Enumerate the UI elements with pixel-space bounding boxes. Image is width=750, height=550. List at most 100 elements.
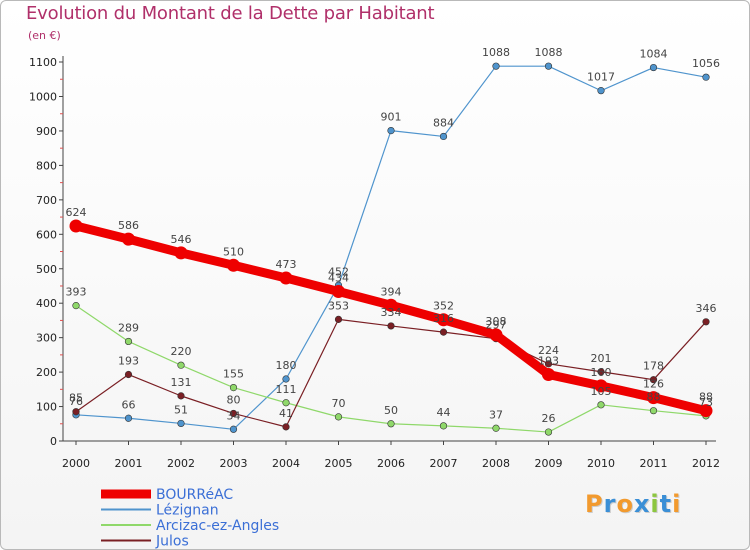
data-point bbox=[229, 425, 238, 433]
data-label: 452 bbox=[328, 265, 349, 278]
data-point bbox=[334, 413, 343, 421]
data-point bbox=[544, 360, 553, 368]
data-point bbox=[384, 298, 398, 312]
data-label: 131 bbox=[171, 376, 192, 389]
data-label: 70 bbox=[332, 397, 346, 410]
legend-label: Arcizac-ez-Angles bbox=[156, 518, 279, 534]
data-point bbox=[597, 401, 605, 409]
data-point bbox=[69, 219, 83, 233]
x-tick-label: 2007 bbox=[430, 457, 458, 470]
data-label: 289 bbox=[118, 321, 139, 334]
legend-label: BOURRéAC bbox=[156, 487, 233, 503]
logo-letter: i bbox=[650, 490, 660, 518]
data-label: 1088 bbox=[482, 46, 510, 59]
data-point bbox=[124, 370, 133, 379]
data-point bbox=[229, 409, 238, 418]
logo-letter: x bbox=[633, 490, 651, 518]
data-point bbox=[439, 132, 448, 141]
data-label: 353 bbox=[328, 299, 349, 312]
data-label: 51 bbox=[174, 403, 188, 416]
data-point bbox=[492, 62, 500, 70]
data-point bbox=[439, 328, 448, 336]
data-point bbox=[699, 404, 713, 418]
data-label: 624 bbox=[66, 206, 87, 219]
data-point bbox=[439, 422, 448, 430]
data-label: 155 bbox=[223, 368, 244, 381]
data-label: 34 bbox=[227, 409, 241, 422]
data-point bbox=[282, 423, 290, 431]
data-point bbox=[177, 361, 185, 369]
data-point bbox=[597, 368, 605, 376]
data-label: 193 bbox=[118, 355, 139, 368]
x-tick-label: 2010 bbox=[587, 457, 615, 470]
x-tick-label: 2008 bbox=[482, 457, 510, 470]
data-point bbox=[492, 424, 500, 432]
data-point bbox=[387, 322, 395, 330]
data-label: 510 bbox=[223, 245, 244, 258]
data-label: 41 bbox=[279, 407, 293, 420]
data-point bbox=[282, 375, 290, 383]
data-point bbox=[174, 246, 188, 260]
proxiti-logo: Proxiti bbox=[585, 490, 681, 518]
data-point bbox=[594, 379, 608, 393]
y-tick-label: 300 bbox=[36, 332, 57, 345]
y-tick-label: 600 bbox=[36, 228, 57, 241]
data-label: 76 bbox=[69, 395, 83, 408]
y-tick-label: 1100 bbox=[29, 56, 57, 69]
logo-letter: r bbox=[603, 490, 617, 518]
y-tick-label: 100 bbox=[36, 401, 57, 414]
data-label: 901 bbox=[381, 111, 402, 124]
x-tick-label: 2011 bbox=[640, 457, 668, 470]
data-point bbox=[489, 328, 503, 342]
data-label: 346 bbox=[696, 302, 717, 315]
legend-label: Julos bbox=[155, 534, 189, 550]
data-label: 393 bbox=[66, 286, 87, 299]
logo-letter: t bbox=[659, 490, 673, 518]
data-label: 546 bbox=[171, 233, 192, 246]
data-label: 26 bbox=[542, 412, 556, 425]
data-label: 473 bbox=[276, 258, 297, 271]
legend-label: Lézignan bbox=[156, 503, 219, 519]
data-point bbox=[544, 428, 553, 436]
data-point bbox=[227, 258, 240, 272]
y-tick-label: 900 bbox=[36, 125, 57, 138]
x-tick-label: 2006 bbox=[377, 457, 405, 470]
data-label: 586 bbox=[118, 219, 139, 232]
logo-letter: P bbox=[585, 490, 604, 518]
data-label: 44 bbox=[437, 406, 451, 419]
data-point bbox=[177, 419, 185, 428]
data-label: 73 bbox=[699, 396, 713, 409]
data-point bbox=[72, 408, 80, 416]
data-label: 37 bbox=[489, 408, 503, 421]
data-point bbox=[332, 284, 345, 298]
data-point bbox=[544, 62, 553, 70]
data-label: 111 bbox=[276, 383, 297, 396]
logo-letter: o bbox=[616, 490, 634, 518]
data-label: 352 bbox=[433, 300, 454, 313]
data-label: 308 bbox=[486, 315, 507, 328]
data-point bbox=[649, 63, 658, 72]
data-point bbox=[124, 337, 133, 346]
x-tick-label: 2004 bbox=[272, 457, 300, 470]
data-label: 193 bbox=[538, 355, 559, 368]
x-tick-label: 2002 bbox=[167, 457, 195, 470]
data-point bbox=[647, 391, 660, 405]
data-point bbox=[649, 376, 658, 384]
data-point bbox=[649, 407, 658, 415]
data-point bbox=[597, 87, 605, 95]
data-label: 180 bbox=[276, 359, 297, 372]
data-label: 1056 bbox=[692, 57, 720, 70]
chart-unit-label: (en €) bbox=[28, 29, 61, 42]
data-point bbox=[437, 313, 450, 327]
data-label: 297 bbox=[486, 319, 507, 332]
data-point bbox=[72, 302, 80, 310]
x-tick-label: 2000 bbox=[62, 457, 90, 470]
data-label: 105 bbox=[591, 385, 612, 398]
data-point bbox=[542, 368, 555, 382]
y-tick-label: 0 bbox=[50, 435, 57, 448]
data-point bbox=[177, 392, 185, 400]
data-label: 178 bbox=[643, 360, 664, 373]
x-tick-label: 2012 bbox=[692, 457, 720, 470]
